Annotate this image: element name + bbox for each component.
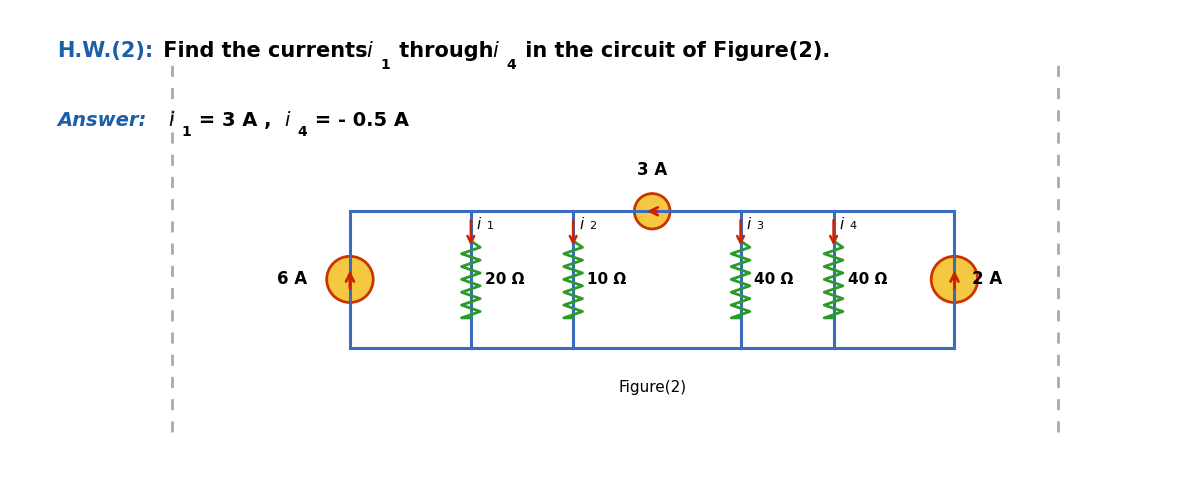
Text: $i$: $i$ [284,111,292,129]
Text: 1: 1 [380,58,390,72]
Text: = - 0.5 A: = - 0.5 A [308,111,409,129]
Text: Find the currents: Find the currents [156,42,374,61]
Ellipse shape [326,256,373,302]
Text: Answer:: Answer: [58,111,146,129]
Text: in the circuit of Figure(2).: in the circuit of Figure(2). [518,42,830,61]
Text: through: through [392,42,502,61]
Ellipse shape [635,194,670,229]
Text: 20 Ω: 20 Ω [485,272,524,287]
Text: 4: 4 [298,125,307,139]
Text: 2 A: 2 A [972,270,1002,289]
Text: $i$: $i$ [492,42,499,61]
Text: 1: 1 [181,125,191,139]
Text: Figure(2): Figure(2) [618,380,686,395]
Text: $i$: $i$ [578,216,584,232]
Text: 3 A: 3 A [637,161,667,179]
Text: 10 Ω: 10 Ω [587,272,626,287]
Text: 6 A: 6 A [277,270,307,289]
Ellipse shape [931,256,978,302]
Text: 4: 4 [850,220,856,230]
Text: $i$: $i$ [839,216,845,232]
Text: $i$: $i$ [168,111,175,129]
Text: H.W.(2):: H.W.(2): [58,42,154,61]
Text: 40 Ω: 40 Ω [847,272,887,287]
Text: 3: 3 [756,220,763,230]
Text: = 3 A ,: = 3 A , [192,111,271,129]
Text: $i$: $i$ [366,42,373,61]
Text: $i$: $i$ [476,216,482,232]
Text: 4: 4 [506,58,516,72]
Text: 1: 1 [486,220,493,230]
Text: $i$: $i$ [746,216,752,232]
Text: 40 Ω: 40 Ω [755,272,794,287]
Text: 2: 2 [589,220,595,230]
